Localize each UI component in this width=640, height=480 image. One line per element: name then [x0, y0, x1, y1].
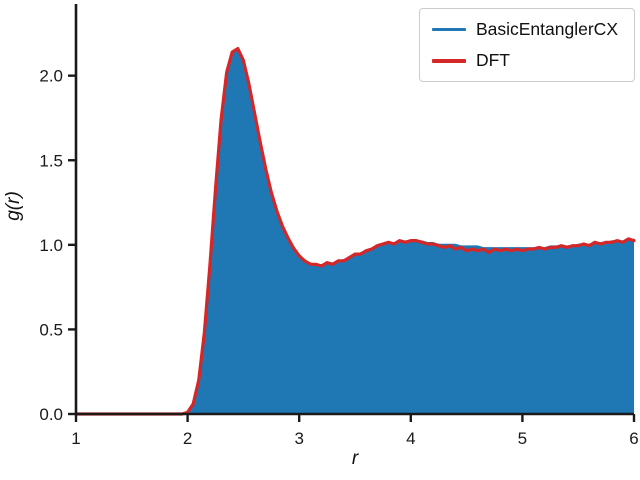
y-axis-label: g(r) [3, 191, 24, 221]
x-tick-label: 2 [183, 429, 192, 448]
x-axis-label: r [351, 448, 359, 469]
y-tick-label: 0.5 [39, 320, 63, 339]
x-tick-label: 6 [629, 429, 638, 448]
legend-item-basicentanglercx: BasicEntanglerCX [431, 19, 618, 40]
y-tick-label: 1.5 [39, 151, 63, 170]
y-tick-label: 1.0 [39, 236, 63, 255]
legend-item-dft: DFT [431, 50, 618, 71]
y-tick-label: 2.0 [39, 67, 63, 86]
x-tick-label: 1 [71, 429, 80, 448]
x-tick-label: 3 [294, 429, 303, 448]
legend-label-basicentanglercx: BasicEntanglerCX [475, 19, 618, 39]
legend-line-swatch-dft [431, 58, 466, 63]
series-basicentanglercx-area [76, 50, 634, 414]
legend-label-dft: DFT [475, 50, 510, 70]
legend: BasicEntanglerCX DFT [418, 8, 635, 82]
x-tick-label: 5 [518, 429, 527, 448]
y-tick-label: 0.0 [39, 405, 63, 424]
legend-line-swatch-basicentanglercx [431, 28, 466, 31]
x-tick-label: 4 [406, 429, 415, 448]
